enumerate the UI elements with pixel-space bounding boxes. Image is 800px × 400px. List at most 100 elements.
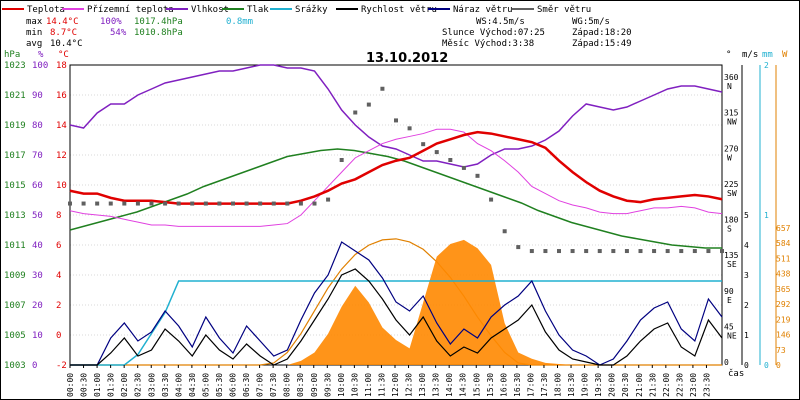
stats-min-hum: 54% (110, 28, 127, 38)
wind-dir-mark-11 (217, 201, 222, 206)
hpa-tick-6: 1011 (4, 241, 26, 251)
humidity-line (69, 64, 723, 168)
wind-dir-mark-28 (448, 158, 453, 162)
hpa-tick-3: 1017 (4, 151, 26, 161)
rain-line (70, 280, 722, 366)
dir-name-3: SW (727, 189, 737, 198)
wind-dir-mark-32 (502, 229, 507, 234)
wind-dir-mark-34 (529, 249, 534, 254)
wind-dir-mark-13 (244, 201, 249, 206)
wind-dir-mark-16 (285, 201, 290, 206)
w-tick-6: 219 (776, 315, 791, 324)
ms-tick-4: 1 (744, 331, 749, 340)
x-tick-label-7: 03:30 (161, 373, 170, 397)
x-tick-label-16: 08:00 (283, 373, 292, 397)
hpa-tick-8: 1007 (4, 301, 26, 311)
wind-dir-mark-48 (720, 249, 724, 254)
stats-min-press: 1010.8hPa (134, 28, 183, 38)
dir-tick-5: 135 (724, 251, 739, 260)
wind-dir-mark-33 (516, 245, 521, 250)
c-tick-5: 8 (56, 211, 61, 221)
stats-max-rain: 0.8mm (226, 17, 253, 27)
pct-tick-10: 0 (32, 361, 37, 371)
x-tick-label-21: 10:30 (350, 373, 359, 397)
wind-dir-mark-9 (190, 201, 195, 206)
wind-dir-mark-38 (584, 249, 589, 254)
legend-label-7: Směr větru (537, 5, 591, 15)
w-tick-5: 292 (776, 300, 791, 309)
wind-dir-mark-17 (298, 201, 303, 206)
x-tick-label-25: 12:30 (405, 373, 414, 397)
x-tick-label-5: 02:30 (134, 373, 143, 397)
x-tick-label-29: 14:30 (459, 373, 468, 397)
stats-min-temp: 8.7°C (50, 28, 77, 38)
pct-tick-2: 80 (32, 121, 43, 131)
dir-name-6: E (727, 296, 732, 305)
hpa-tick-10: 1003 (4, 361, 26, 371)
axis-dir-label: ° (726, 50, 731, 60)
wind-gust-line (70, 241, 723, 366)
x-tick-label-6: 03:00 (147, 373, 156, 397)
c-tick-4: 10 (56, 181, 67, 191)
wind-dir-mark-44 (665, 249, 670, 254)
x-tick-label-23: 11:30 (377, 373, 386, 397)
hpa-tick-4: 1015 (4, 181, 26, 191)
wind-dir-mark-40 (611, 249, 616, 254)
ms-tick-3: 2 (744, 301, 749, 310)
pct-tick-5: 50 (32, 211, 43, 221)
legend-label-0: Teplota (27, 5, 65, 15)
wind-dir-mark-18 (312, 201, 317, 206)
wind-dir-mark-2 (95, 201, 100, 206)
pct-tick-1: 90 (32, 91, 43, 101)
x-tick-label-38: 19:00 (581, 373, 590, 397)
stats-avg-temp: 10.4°C (50, 39, 83, 49)
x-tick-label-19: 09:30 (323, 373, 332, 397)
x-tick-label-12: 06:00 (229, 373, 238, 397)
wind-dir-mark-19 (326, 197, 331, 202)
hpa-tick-1: 1021 (4, 91, 26, 101)
legend-label-5: Rychlost větru (361, 5, 437, 15)
dir-tick-1: 315 (724, 109, 739, 118)
x-tick-label-28: 14:00 (445, 373, 454, 397)
x-tick-label-1: 00:30 (80, 373, 89, 397)
x-tick-label-9: 04:30 (188, 373, 197, 397)
wind-dir-mark-45 (679, 249, 684, 254)
wind-dir-mark-27 (434, 150, 439, 155)
x-tick-label-4: 02:00 (120, 373, 129, 397)
pressure-line (69, 148, 722, 249)
temp-line (69, 130, 723, 205)
wind-dir-mark-46 (692, 249, 697, 254)
dir-name-2: W (727, 153, 732, 162)
x-tick-label-45: 22:30 (675, 373, 684, 397)
wind-dir-mark-0 (68, 201, 72, 206)
dir-name-0: N (727, 82, 732, 91)
wind-dir-mark-5 (135, 201, 140, 206)
x-tick-label-0: 00:00 (66, 373, 75, 397)
wind-dir-mark-1 (81, 201, 86, 206)
w-tick-0: 657 (776, 224, 791, 233)
c-tick-2: 14 (56, 121, 67, 131)
dir-name-5: SE (727, 260, 737, 269)
c-tick-10: -2 (56, 361, 67, 371)
pct-tick-6: 40 (32, 241, 43, 251)
stats-max-hum: 100% (100, 17, 122, 27)
wind-dir-mark-31 (489, 197, 494, 202)
x-tick-label-20: 10:00 (337, 373, 346, 397)
axis-hpa-label: hPa (4, 50, 20, 60)
pct-tick-4: 60 (32, 181, 43, 191)
hpa-tick-0: 1023 (4, 61, 26, 71)
x-tick-label-17: 08:30 (296, 373, 305, 397)
x-tick-label-8: 04:00 (174, 373, 183, 397)
stats-max-temp: 14.4°C (46, 17, 79, 27)
c-tick-7: 4 (56, 271, 61, 281)
w-tick-2: 511 (776, 254, 791, 263)
stats-wg: WG:5m/s (572, 17, 610, 27)
c-tick-0: 18 (56, 61, 67, 71)
pct-tick-0: 100 (32, 61, 48, 71)
wind-dir-mark-26 (421, 142, 426, 147)
x-tick-label-33: 16:30 (513, 373, 522, 397)
axis-pct-label: % (38, 50, 44, 60)
wind-dir-mark-12 (231, 201, 235, 206)
x-tick-label-11: 05:30 (215, 373, 224, 397)
